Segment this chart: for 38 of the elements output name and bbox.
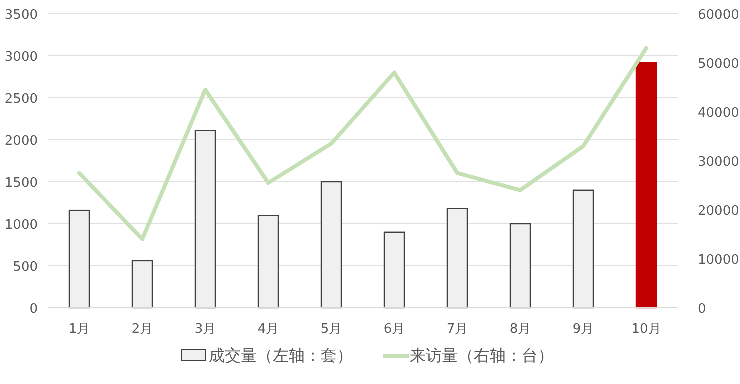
- x-tick-label: 1月: [68, 322, 90, 337]
- x-tick-label: 7月: [446, 322, 468, 337]
- y2-tick-label: 60000: [698, 8, 740, 23]
- x-tick-label: 2月: [132, 322, 154, 337]
- bar: [194, 130, 216, 309]
- bar: [258, 215, 280, 309]
- bar: [320, 181, 342, 309]
- x-tick-label: 3月: [194, 322, 216, 337]
- y2-tick-label: 30000: [698, 155, 740, 170]
- y2-tick-label: 20000: [698, 204, 740, 219]
- line-series: [78, 46, 648, 242]
- y-tick-label: 1000: [4, 218, 38, 233]
- y2-tick-label: 50000: [698, 57, 740, 72]
- y-tick-label: 1500: [4, 176, 38, 191]
- y2-tick-label: 10000: [698, 253, 740, 268]
- x-tick-label: 9月: [572, 322, 594, 337]
- x-tick-label: 4月: [258, 322, 280, 337]
- y-tick-label: 2000: [4, 134, 38, 149]
- x-tick-label: 8月: [510, 322, 532, 337]
- y-tick-label: 3000: [4, 50, 38, 65]
- x-tick-label: 10月: [632, 322, 662, 337]
- x-tick-label: 6月: [384, 322, 406, 337]
- y2-tick-label: 40000: [698, 106, 740, 121]
- legend-label: 来访量（右轴：台）: [410, 346, 554, 365]
- bar: [68, 210, 90, 309]
- y-tick-label: 2500: [4, 92, 38, 107]
- bar: [446, 208, 468, 309]
- y-tick-label: 500: [13, 260, 38, 275]
- bar: [132, 260, 154, 309]
- bar: [636, 62, 658, 309]
- x-tick-label: 5月: [320, 322, 342, 337]
- y2-tick-label: 0: [698, 302, 706, 317]
- y-tick-label: 0: [30, 302, 38, 317]
- legend-label: 成交量（左轴：套）: [209, 346, 353, 365]
- y-tick-label: 3500: [4, 8, 38, 23]
- bar: [384, 232, 406, 309]
- bar: [572, 190, 594, 309]
- bar: [510, 223, 532, 309]
